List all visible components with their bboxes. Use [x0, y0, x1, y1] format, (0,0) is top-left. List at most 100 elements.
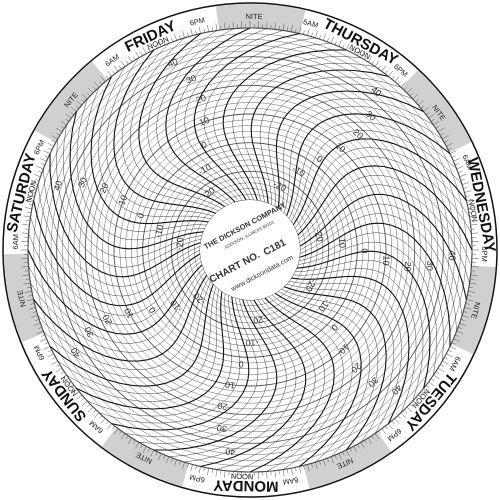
tick-mark	[21, 266, 29, 268]
time-arc	[299, 193, 467, 300]
time-arc	[288, 121, 457, 219]
night-band	[303, 431, 392, 489]
scale-label: 10	[381, 255, 392, 266]
grid-ring	[194, 194, 306, 306]
scale-label: -20	[313, 228, 325, 243]
grid-ring	[44, 44, 456, 456]
tick-mark	[397, 81, 401, 85]
tick-mark	[190, 464, 193, 472]
tick-mark	[224, 470, 226, 478]
tick-mark	[38, 326, 42, 329]
tick-mark	[60, 120, 67, 126]
scale-label: 30	[216, 423, 227, 434]
scale-label: 20	[217, 400, 229, 412]
scale-label: 20	[402, 261, 413, 272]
tick-mark	[465, 195, 470, 197]
tick-mark	[466, 299, 474, 302]
scale-label: -10	[153, 224, 165, 239]
tick-mark	[150, 43, 154, 51]
time-arc	[69, 111, 204, 250]
time-arc	[298, 232, 444, 362]
tick-mark	[52, 140, 56, 143]
time-arc	[233, 298, 325, 472]
tick-mark	[409, 93, 413, 97]
tick-mark	[99, 81, 103, 85]
time-arc	[297, 165, 473, 251]
tick-mark	[307, 464, 310, 472]
grid-ring	[84, 84, 416, 416]
tick-mark	[22, 274, 30, 276]
tick-mark	[462, 315, 469, 318]
tick-mark	[394, 76, 400, 82]
time-arc	[294, 147, 470, 229]
time-arc	[83, 87, 207, 232]
night-label: NITE	[245, 12, 262, 21]
tick-mark	[315, 31, 318, 38]
tick-mark	[459, 323, 467, 326]
outer-tick-marks	[21, 21, 479, 479]
time-arc	[105, 57, 214, 217]
tick-mark	[371, 60, 375, 65]
tick-mark	[163, 455, 166, 459]
time-arc	[87, 293, 232, 417]
night-label: NITE	[15, 289, 27, 308]
tick-mark	[468, 207, 476, 209]
grid-ring	[130, 130, 370, 370]
tick-mark	[425, 384, 430, 388]
scale-label: 20	[101, 313, 114, 326]
tick-mark	[446, 353, 453, 358]
time-arc	[111, 296, 250, 431]
scale-label: 20	[349, 361, 363, 375]
tick-mark	[21, 232, 29, 234]
scale-label: 40	[369, 84, 383, 98]
tick-mark	[323, 459, 326, 467]
tick-mark	[420, 105, 425, 109]
tick-mark	[171, 458, 174, 462]
night-band	[101, 427, 189, 487]
tick-mark	[120, 433, 126, 440]
time-arc	[299, 203, 463, 316]
tick-mark	[179, 35, 181, 40]
tick-mark	[470, 278, 475, 280]
tick-mark	[28, 307, 36, 310]
tick-mark	[428, 381, 435, 387]
time-arc	[43, 281, 212, 379]
tick-mark	[311, 463, 313, 468]
chart-center: THE DICKSON COMPANY ADDISON, ILLINOIS 60…	[200, 200, 300, 300]
tick-mark	[266, 471, 268, 479]
tick-mark	[412, 94, 419, 100]
tick-mark	[423, 107, 430, 112]
tick-mark	[319, 460, 321, 465]
tick-mark	[291, 468, 293, 476]
tick-mark	[467, 295, 472, 297]
tick-mark	[397, 415, 401, 419]
tick-mark	[198, 466, 201, 474]
scale-label: 10	[198, 115, 211, 128]
scale-label: 30	[364, 109, 378, 123]
tick-mark	[400, 412, 406, 419]
grid-ring	[33, 33, 467, 467]
grid-ring	[153, 153, 347, 347]
time-arc	[291, 275, 410, 424]
tick-mark	[286, 27, 289, 32]
tick-mark	[381, 428, 387, 435]
tick-mark	[232, 21, 234, 29]
tick-mark	[326, 38, 329, 42]
tick-mark	[330, 36, 334, 44]
scale-label: 10	[224, 379, 235, 390]
time-arc	[271, 294, 353, 470]
scale-label: 40	[166, 56, 179, 69]
tick-mark	[25, 220, 30, 222]
time-arc-lines	[27, 27, 473, 473]
tick-mark	[35, 179, 40, 181]
tick-mark	[100, 418, 106, 424]
tick-mark	[166, 456, 170, 464]
tick-mark	[384, 425, 388, 430]
scale-label: 10	[122, 307, 136, 321]
tick-mark	[125, 60, 129, 65]
time-arc	[280, 98, 434, 211]
scale-label: 30	[82, 325, 95, 338]
tick-mark	[87, 406, 94, 413]
grid-ring	[90, 90, 410, 410]
tick-mark	[179, 460, 181, 465]
